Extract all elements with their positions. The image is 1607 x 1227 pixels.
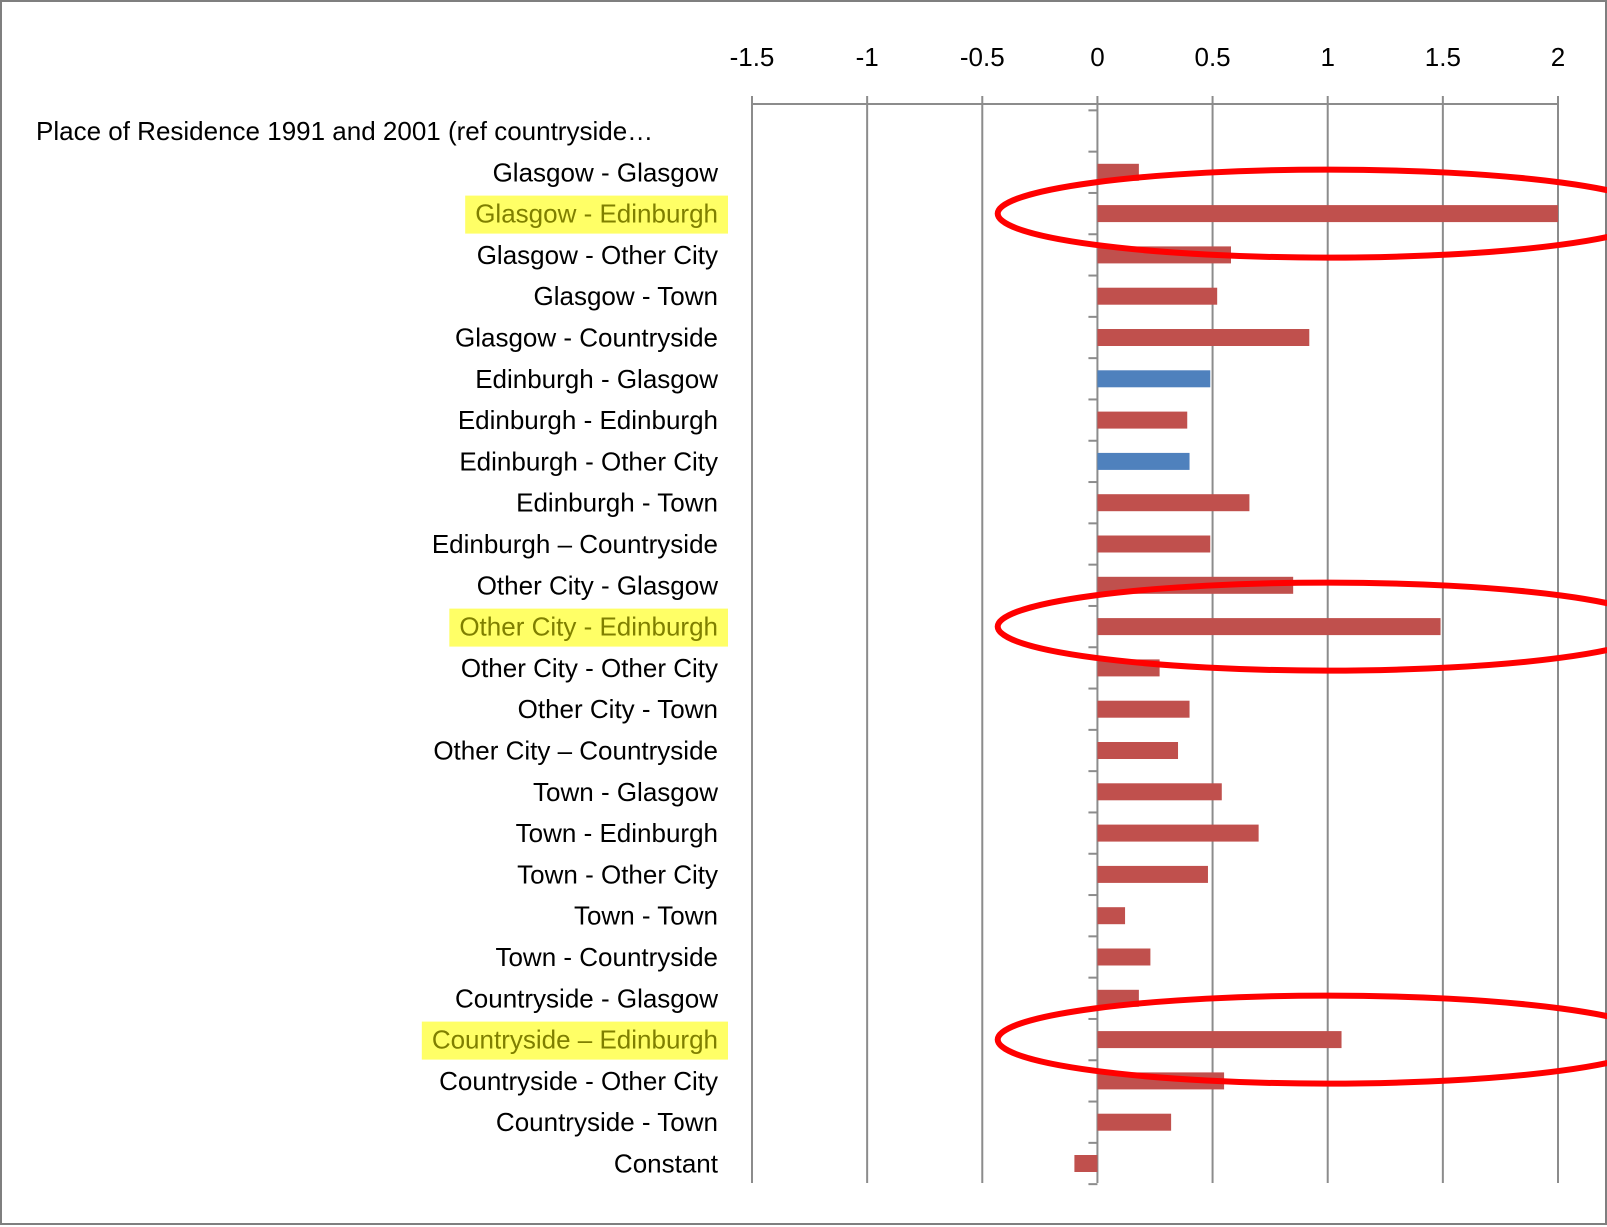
category-label: Place of Residence 1991 and 2001 (ref co… bbox=[36, 116, 653, 146]
category-label: Edinburgh - Other City bbox=[459, 446, 718, 476]
bar bbox=[1097, 742, 1179, 759]
category-label: Glasgow - Glasgow bbox=[493, 157, 719, 187]
category-label: Countryside - Glasgow bbox=[455, 983, 718, 1013]
bars bbox=[1074, 163, 1558, 1172]
label-highlight bbox=[421, 1021, 728, 1060]
category-label: Other City - Town bbox=[518, 694, 718, 724]
category-label: Edinburgh - Edinburgh bbox=[458, 405, 718, 435]
bar bbox=[1097, 907, 1126, 925]
bar bbox=[1097, 205, 1558, 223]
bar bbox=[1097, 287, 1218, 305]
x-tick-label: 1 bbox=[1320, 42, 1334, 72]
bar bbox=[1097, 783, 1222, 801]
category-label: Other City – Countryside bbox=[433, 736, 718, 766]
label-highlight bbox=[449, 608, 728, 647]
x-tick-label: 2 bbox=[1551, 42, 1565, 72]
annotation-circles bbox=[994, 166, 1607, 1087]
category-label: Constant bbox=[614, 1149, 719, 1179]
category-labels: Place of Residence 1991 and 2001 (ref co… bbox=[36, 116, 719, 1179]
bar bbox=[1097, 824, 1259, 842]
bar bbox=[1097, 494, 1250, 512]
bar bbox=[1097, 865, 1208, 883]
x-tick-label: 0 bbox=[1090, 42, 1104, 72]
bar bbox=[1097, 1031, 1342, 1049]
bar bbox=[1097, 370, 1211, 388]
category-label: Glasgow - Other City bbox=[477, 240, 718, 270]
category-label: Glasgow - Town bbox=[534, 281, 719, 311]
category-label: Countryside - Town bbox=[496, 1107, 718, 1137]
bar bbox=[1097, 948, 1151, 966]
category-label: Town - Other City bbox=[517, 859, 718, 889]
bar bbox=[1097, 329, 1310, 346]
label-highlight bbox=[465, 195, 728, 234]
gridlines bbox=[751, 96, 1559, 1186]
annotation-circle bbox=[994, 992, 1607, 1087]
label-highlights bbox=[421, 195, 728, 1060]
category-label: Countryside - Other City bbox=[439, 1066, 718, 1096]
bar bbox=[1074, 1155, 1098, 1172]
category-label: Town - Countryside bbox=[495, 942, 718, 972]
category-label: Other City - Glasgow bbox=[477, 570, 719, 600]
category-label: Glasgow - Countryside bbox=[455, 323, 718, 353]
bar bbox=[1097, 700, 1190, 718]
bar bbox=[1097, 411, 1188, 429]
category-label: Other City - Other City bbox=[461, 653, 718, 683]
bar bbox=[1097, 618, 1441, 636]
x-tick-label: 1.5 bbox=[1425, 42, 1461, 72]
bar bbox=[1097, 1113, 1172, 1131]
category-label: Edinburgh – Countryside bbox=[432, 529, 718, 559]
x-tick-label: 0.5 bbox=[1194, 42, 1230, 72]
category-label: Glasgow - Edinburgh bbox=[475, 199, 718, 229]
category-label: Other City - Edinburgh bbox=[459, 612, 718, 642]
category-label: Town - Glasgow bbox=[533, 777, 718, 807]
x-tick-label: -1.5 bbox=[730, 42, 775, 72]
category-label: Town - Edinburgh bbox=[516, 818, 718, 848]
bar bbox=[1097, 452, 1190, 470]
category-label: Edinburgh - Town bbox=[516, 488, 718, 518]
bar bbox=[1097, 535, 1211, 553]
annotation-circle bbox=[994, 166, 1607, 261]
x-tick-label: -1 bbox=[856, 42, 879, 72]
category-label: Edinburgh - Glasgow bbox=[475, 364, 718, 394]
x-tick-label: -0.5 bbox=[960, 42, 1005, 72]
x-axis-ticks: -1.5 -1 -0.5 0 0.5 1 1.5 2 bbox=[730, 42, 1566, 72]
category-label: Countryside – Edinburgh bbox=[432, 1025, 718, 1055]
annotation-circle bbox=[994, 579, 1607, 674]
category-label: Town - Town bbox=[574, 901, 718, 931]
